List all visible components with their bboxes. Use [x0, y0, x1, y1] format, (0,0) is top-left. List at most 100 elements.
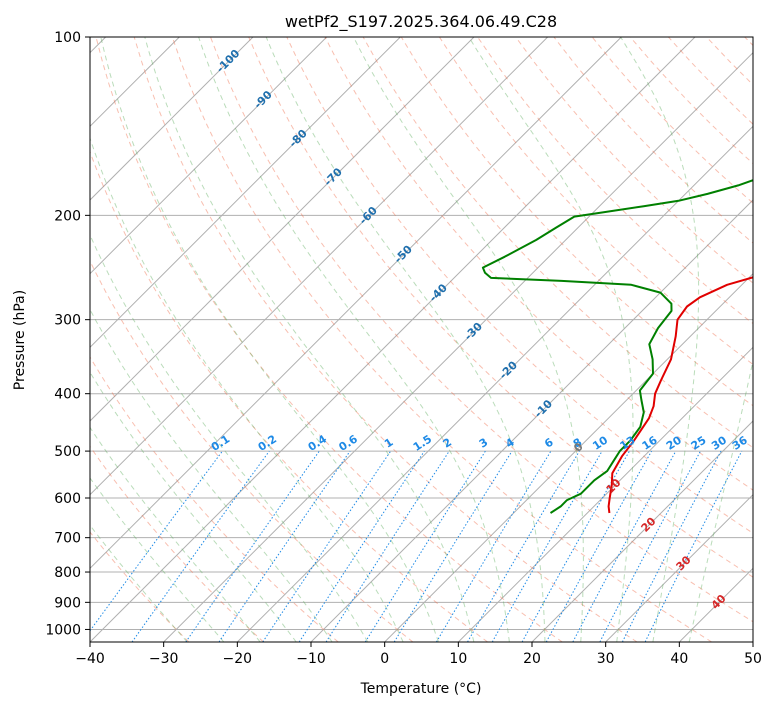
- dewpoint-profile-line: [481, 179, 753, 514]
- dry-adiabat-line: [744, 37, 753, 47]
- isotherm-line: [90, 37, 696, 642]
- isotherm-line: [90, 37, 401, 349]
- y-tick-label: 900: [54, 595, 81, 611]
- y-tick-label: 100: [54, 30, 81, 46]
- axis-ticks: −40 −30 −20 −10 0 10 20 30 40 50 100 200 300 400 500 60…: [45, 30, 762, 667]
- x-tick-label: 0: [380, 651, 389, 667]
- isotherm-line: [90, 37, 549, 496]
- mixing-ratio-label: 16: [640, 433, 660, 452]
- moist-adiabat-line: [90, 308, 333, 642]
- x-tick-label: 30: [597, 651, 615, 667]
- isotherm-line: [457, 346, 753, 642]
- mixing-ratio-line: [90, 450, 223, 632]
- dry-adiabat-line: [286, 37, 753, 534]
- mixing-ratio-line: [218, 450, 351, 642]
- y-tick-label: 200: [54, 208, 81, 224]
- dry-adiabat-line: [438, 37, 753, 366]
- mixing-ratio-label: 25: [689, 434, 709, 453]
- isotherm-label: -90: [251, 88, 274, 111]
- moist-adiabat-line: [620, 37, 700, 642]
- dry-adiabat-line: [90, 150, 488, 642]
- moist-adiabat-line: [144, 37, 475, 642]
- moist-adiabat-line: [688, 358, 753, 642]
- moist-adiabat-line: [90, 136, 404, 642]
- mixing-ratio-label: 1: [382, 436, 396, 451]
- mixing-ratio-line: [131, 450, 270, 642]
- x-tick-label: −20: [223, 651, 253, 667]
- mixing-ratio-line: [325, 450, 450, 642]
- mixing-ratio-line: [393, 450, 513, 642]
- isotherm-line: [605, 493, 753, 642]
- moist-adiabat-line: [90, 426, 261, 642]
- x-tick-label: −30: [149, 651, 179, 667]
- mixing-ratio-line: [364, 450, 486, 642]
- moist-adiabat-line: [90, 524, 188, 642]
- isotherm-line: [236, 125, 753, 642]
- mixing-ratio-label: 36: [730, 433, 750, 452]
- mixing-ratio-label: 2: [441, 436, 455, 451]
- y-tick-label: 600: [54, 491, 81, 507]
- isotherm-label: -60: [357, 204, 380, 227]
- dry-adiabat-line: [95, 37, 563, 642]
- isotherm-line: [310, 199, 753, 642]
- dry-adiabat-line: [90, 445, 264, 642]
- mixing-ratio-line: [298, 450, 425, 642]
- dry-adiabat-line: [90, 531, 190, 642]
- mixing-ratio-line: [644, 450, 743, 642]
- isotherm-line: [90, 37, 475, 422]
- y-tick-label: 400: [54, 387, 81, 403]
- dry-adiabat-line: [90, 259, 414, 642]
- x-tick-label: −40: [75, 651, 105, 667]
- moist-adiabat-line: [353, 37, 584, 642]
- y-axis-label: Pressure (hPa): [12, 290, 28, 390]
- mixing-ratio-label: 3: [477, 436, 491, 451]
- isotherm-line: [90, 37, 254, 201]
- mixing-ratio-line: [621, 450, 722, 642]
- isotherm-line: [678, 567, 753, 642]
- mixing-ratio-line: [185, 450, 320, 642]
- y-tick-label: 500: [54, 444, 81, 460]
- isotherm-line: [752, 641, 753, 642]
- moist-adiabat-line: [90, 371, 297, 642]
- moist-adiabat-line: [100, 37, 439, 642]
- y-tick-label: 1000: [45, 622, 81, 638]
- moist-adiabat-line: [265, 37, 546, 642]
- series-layer: [481, 179, 753, 514]
- mixing-ratio-line: [599, 450, 701, 642]
- plot-frame: [89, 36, 754, 643]
- isotherm-line: [90, 37, 328, 275]
- mixing-ratio-line: [435, 450, 552, 642]
- isotherm-line: [163, 51, 753, 642]
- mixing-ratio-line: [521, 450, 630, 642]
- isotherm-line: [384, 272, 753, 642]
- isotherm-label: -30: [462, 320, 485, 343]
- moist-adiabat-line: [468, 37, 634, 642]
- mixing-ratio-line: [572, 450, 677, 642]
- x-tick-label: 20: [523, 651, 541, 667]
- mixing-ratio-label: 10: [590, 433, 610, 452]
- x-tick-label: 40: [670, 651, 688, 667]
- dry-adiabat-line: [515, 37, 753, 284]
- mixing-ratio-line: [545, 450, 653, 642]
- dry-adiabat-line: [90, 356, 339, 642]
- moist-adiabat-line: [90, 477, 225, 642]
- temperature-profile-line: [607, 276, 753, 514]
- dry-adiabat-line: [668, 37, 753, 125]
- dry-adiabat-line: [171, 37, 712, 642]
- moist-adiabat-line: [90, 233, 369, 642]
- x-tick-label: −10: [296, 651, 326, 667]
- dry-adiabat-line: [133, 37, 638, 642]
- y-tick-label: 700: [54, 531, 81, 547]
- dry-adiabat-line: [706, 37, 753, 86]
- dry-adiabat-line: [248, 37, 753, 578]
- y-tick-label: 800: [54, 565, 81, 581]
- mixing-ratio-line: [262, 450, 392, 642]
- x-tick-label: 50: [744, 651, 762, 667]
- dry-adiabat-line: [553, 37, 753, 244]
- mixing-ratio-label: 30: [709, 433, 729, 452]
- x-tick-label: 10: [449, 651, 467, 667]
- y-tick-label: 300: [54, 313, 81, 329]
- isotherm-label: 20: [639, 514, 659, 534]
- x-axis-label: Temperature (°C): [360, 681, 482, 697]
